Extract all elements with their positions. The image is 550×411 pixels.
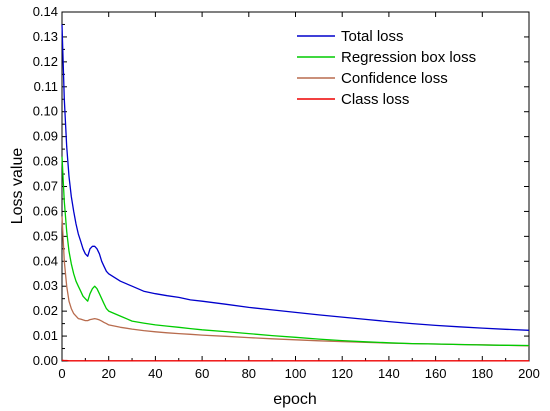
y-tick-label: 0.01 — [33, 328, 58, 343]
x-tick-label: 100 — [285, 366, 307, 381]
y-tick-label: 0.12 — [33, 54, 58, 69]
x-tick-label: 200 — [518, 366, 540, 381]
x-tick-label: 160 — [425, 366, 447, 381]
y-tick-label: 0.08 — [33, 154, 58, 169]
x-tick-label: 40 — [148, 366, 162, 381]
series-lines — [61, 24, 530, 362]
plot-area — [61, 11, 530, 362]
x-tick-label: 120 — [331, 366, 353, 381]
y-tick-label: 0.02 — [33, 303, 58, 318]
legend-label: Regression box loss — [341, 49, 476, 66]
x-tick-label: 20 — [101, 366, 115, 381]
series-line-class-loss — [61, 359, 529, 362]
x-axis-title: epoch — [273, 391, 317, 408]
legend-label: Total loss — [341, 28, 404, 45]
y-tick-label: 0.03 — [33, 278, 58, 293]
y-tick-label: 0.04 — [33, 253, 58, 268]
legend: Total loss Regression box loss Confidence … — [297, 28, 476, 108]
y-axis-title: Loss value — [9, 148, 26, 225]
x-tick-label: 140 — [378, 366, 400, 381]
x-tick-label: 180 — [471, 366, 493, 381]
y-tick-label: 0.10 — [33, 104, 58, 119]
series-line-total-loss — [61, 24, 530, 331]
series-line-regression-box-loss — [61, 156, 530, 347]
y-tick-label: 0.14 — [33, 4, 58, 19]
x-tick-label: 0 — [58, 366, 65, 381]
y-tick-label: 0.11 — [34, 79, 58, 94]
y-tick-label: 0.05 — [33, 228, 58, 243]
x-tick-label: 60 — [195, 366, 209, 381]
x-axis: 0 20 40 60 80 100 120 140 160 180 200 — [58, 12, 540, 381]
y-tick-label: 0.09 — [33, 129, 58, 144]
legend-label: Class loss — [341, 91, 409, 108]
y-tick-label: 0.13 — [33, 29, 58, 44]
y-tick-label: 0.00 — [33, 353, 58, 368]
legend-label: Confidence loss — [341, 70, 448, 87]
y-axis: 0.00 0.01 0.02 0.03 0.04 0.05 0.06 0.07 0.08 0.09… — [33, 4, 529, 368]
y-tick-label: 0.06 — [33, 203, 58, 218]
x-tick-label: 80 — [242, 366, 256, 381]
y-tick-label: 0.07 — [33, 179, 58, 194]
